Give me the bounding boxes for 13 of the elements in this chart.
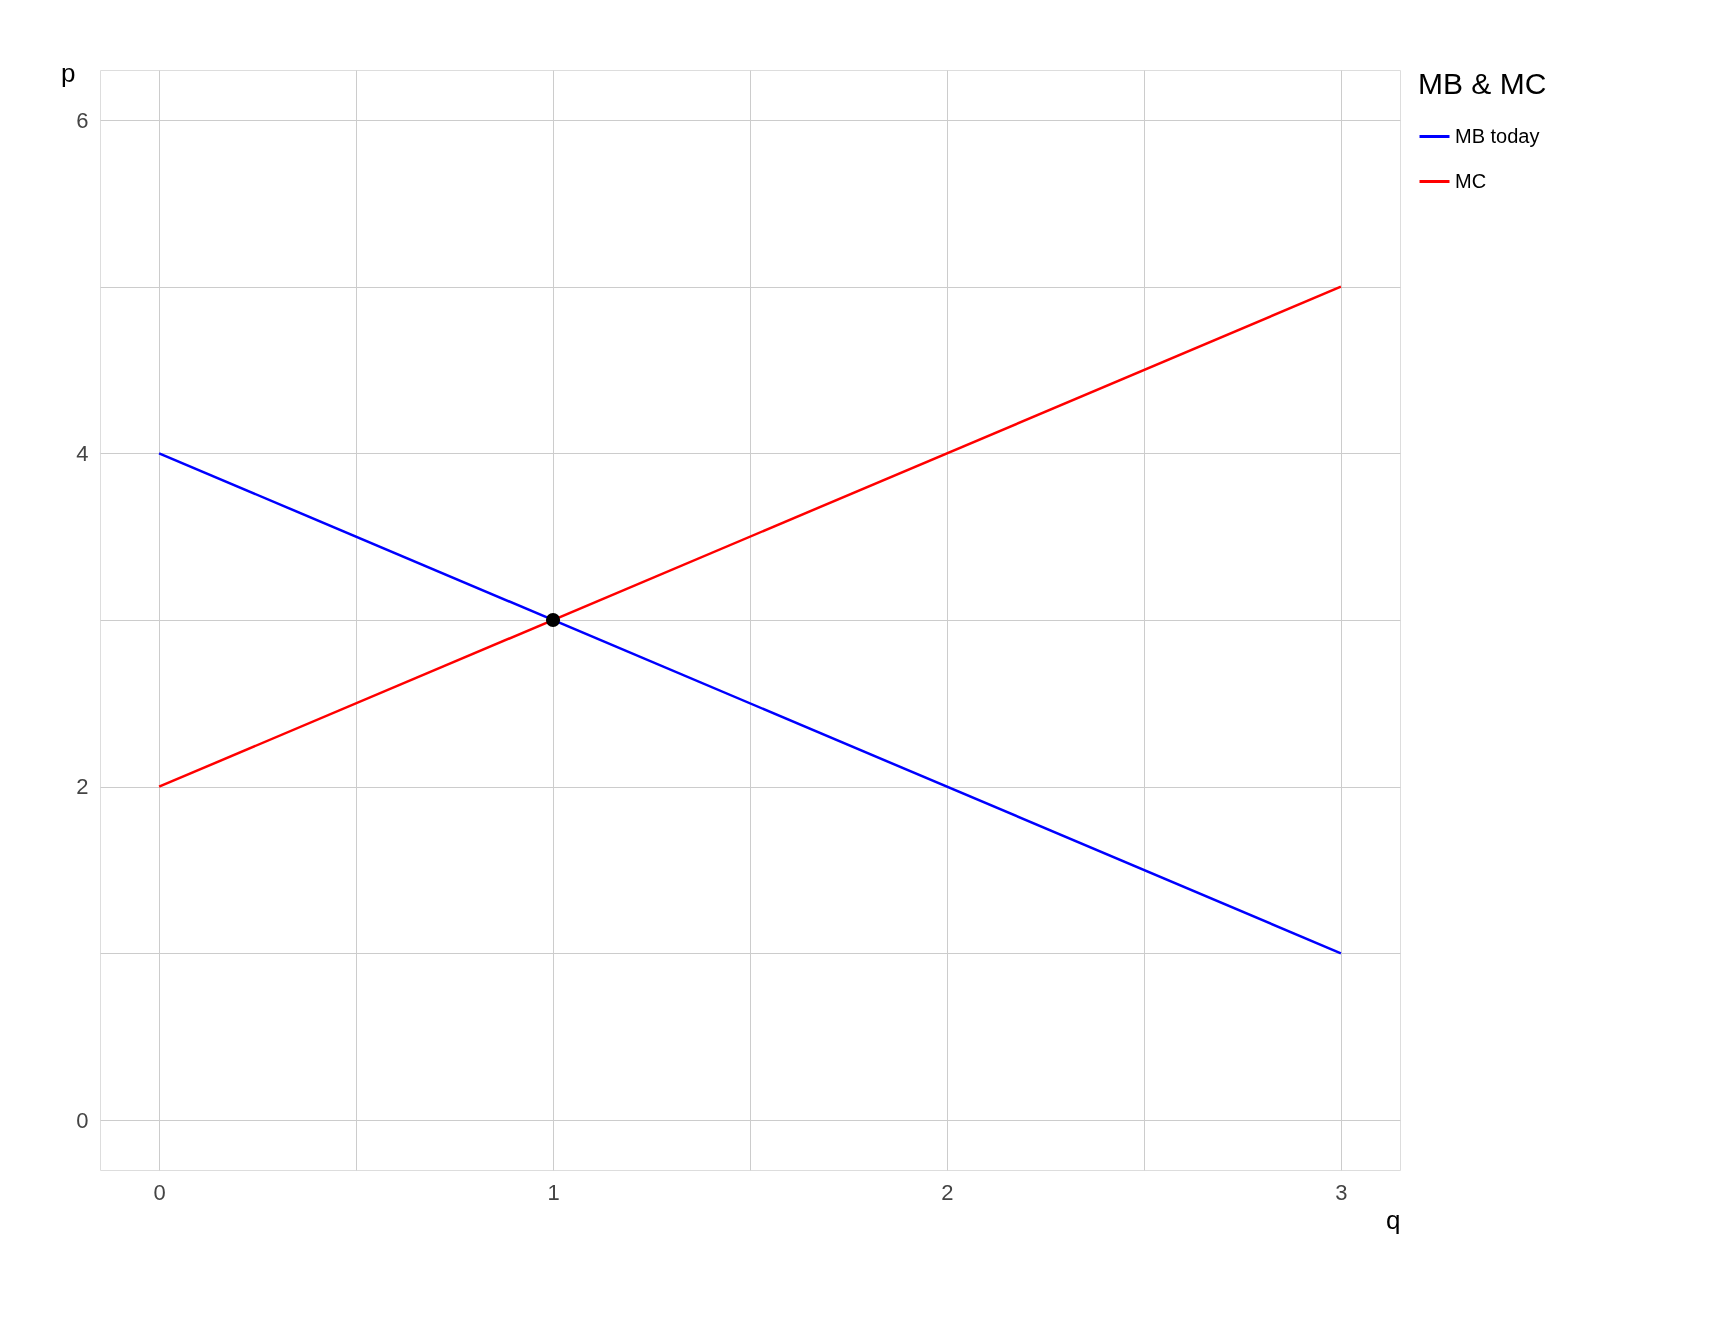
x-tick-label: 1 <box>547 1179 560 1205</box>
x-axis-title: q <box>1386 1204 1401 1235</box>
y-axis-title: p <box>61 57 76 88</box>
x-tick-label: 3 <box>1335 1179 1348 1205</box>
y-tick-label: 0 <box>76 1107 89 1133</box>
legend-label: MB today <box>1455 124 1540 147</box>
legend-label: MC <box>1455 169 1487 192</box>
y-tick-label: 6 <box>76 107 89 133</box>
y-tick-label: 2 <box>76 774 89 800</box>
x-tick-label: 0 <box>153 1179 166 1205</box>
x-tick-label: 2 <box>941 1179 954 1205</box>
y-tick-label: 4 <box>76 440 89 466</box>
legend-title: MB & MC <box>1418 67 1547 100</box>
